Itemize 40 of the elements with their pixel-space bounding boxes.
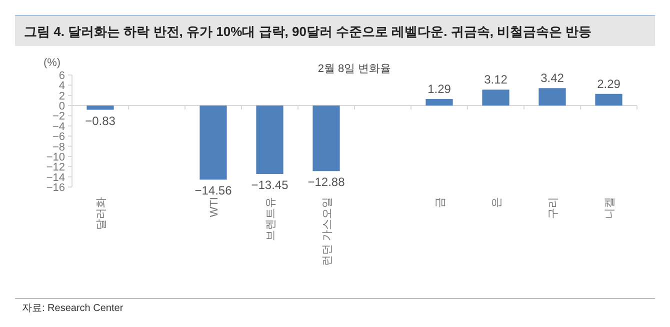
y-tick-label: −14 [46, 172, 65, 184]
y-tick-label: −10 [46, 151, 65, 164]
bar [312, 106, 340, 172]
bar [256, 106, 284, 174]
y-tick-label: 2 [58, 90, 65, 102]
data-label: 3.12 [484, 72, 508, 87]
data-label: −0.83 [85, 114, 116, 128]
x-tick-label: 런던 가스오일 [321, 197, 334, 266]
bar [426, 98, 453, 106]
y-tick-label: −8 [52, 141, 65, 154]
data-label: −12.88 [308, 175, 346, 190]
data-label: 3.42 [540, 71, 564, 86]
bar [595, 94, 622, 106]
data-label: 2.29 [597, 76, 621, 91]
data-label: −14.56 [194, 184, 232, 198]
y-tick-label: 4 [58, 80, 65, 92]
text: 자료: Research Center [22, 303, 124, 314]
chart-subtitle: 2월 8일 변화율 [318, 63, 392, 75]
x-tick-label: 금 [434, 197, 446, 208]
bar [538, 88, 566, 106]
bar [86, 106, 114, 110]
x-tick-label: 구리 [547, 197, 560, 219]
y-tick-label: −4 [52, 120, 65, 133]
x-tick-label: 달러화 [95, 197, 108, 230]
y-tick-label: −6 [52, 131, 65, 144]
y-tick-label: −12 [46, 162, 65, 174]
x-tick-label: 브렌트유 [264, 197, 277, 241]
x-tick-label: 니켈 [604, 197, 616, 219]
data-label: 1.29 [428, 82, 452, 96]
y-tick-label: −2 [52, 110, 65, 123]
x-tick-label: WTI [208, 197, 220, 218]
y-tick-label: 0 [58, 100, 65, 113]
bar [200, 106, 227, 180]
bar [482, 90, 510, 106]
y-tick-label: −16 [46, 182, 65, 194]
y-tick-label: 6 [58, 70, 65, 82]
y-axis-title: (%) [43, 57, 61, 69]
chart-title: 그림 4. 달러화는 하락 반전, 유가 10%대 급락, 90달러 수준으로 레벨다운. 귀금속, 비철금속은 반등 [24, 24, 592, 39]
x-tick-label: 은 [490, 197, 503, 208]
data-label: −13.45 [251, 178, 289, 192]
